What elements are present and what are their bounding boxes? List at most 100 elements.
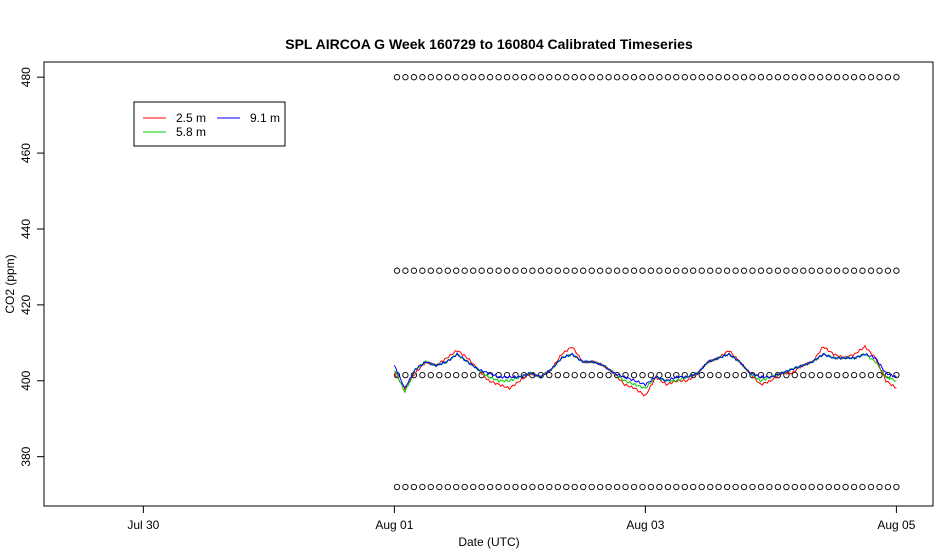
y-tick-label: 420 — [19, 295, 33, 315]
reference-point-480 — [546, 74, 553, 81]
reference-point-429 — [520, 267, 528, 274]
reference-point-401.5 — [664, 371, 672, 379]
reference-point-372 — [393, 483, 401, 491]
reference-point-480 — [571, 74, 578, 81]
reference-point-429 — [876, 267, 883, 274]
reference-point-401.5 — [596, 371, 604, 379]
reference-point-480 — [698, 74, 705, 81]
reference-point-372 — [520, 483, 528, 491]
reference-point-401.5 — [783, 371, 790, 379]
reference-point-401.5 — [647, 371, 655, 379]
reference-point-480 — [580, 74, 587, 81]
reference-point-480 — [453, 74, 460, 81]
reference-point-372 — [580, 483, 587, 491]
reference-point-401.5 — [757, 371, 765, 379]
reference-point-429 — [427, 267, 434, 274]
reference-point-372 — [453, 483, 460, 491]
reference-point-372 — [554, 483, 561, 491]
reference-point-372 — [622, 483, 629, 491]
reference-point-429 — [436, 267, 443, 274]
reference-point-429 — [647, 267, 655, 274]
reference-point-372 — [884, 483, 892, 491]
reference-point-480 — [817, 74, 824, 81]
reference-point-480 — [783, 74, 790, 81]
reference-point-480 — [656, 74, 663, 81]
reference-point-372 — [486, 483, 494, 491]
reference-point-401.5 — [833, 371, 841, 379]
reference-point-372 — [647, 483, 655, 491]
reference-point-372 — [783, 483, 790, 491]
reference-point-372 — [639, 483, 646, 491]
reference-point-429 — [833, 267, 841, 274]
reference-point-480 — [723, 74, 731, 81]
reference-point-372 — [749, 483, 756, 491]
reference-point-372 — [723, 483, 731, 491]
reference-point-480 — [791, 74, 798, 81]
x-tick-label: Aug 05 — [877, 518, 915, 532]
plot-frame — [43, 61, 934, 507]
reference-point-372 — [613, 483, 621, 491]
reference-point-372 — [436, 483, 443, 491]
reference-point-480 — [647, 74, 655, 81]
reference-point-401.5 — [850, 371, 858, 379]
reference-point-480 — [681, 74, 688, 81]
reference-point-372 — [774, 483, 782, 491]
reference-point-429 — [850, 267, 858, 274]
reference-point-372 — [588, 483, 595, 491]
reference-point-480 — [740, 74, 748, 81]
reference-point-401.5 — [639, 371, 646, 379]
reference-point-401.5 — [630, 371, 638, 379]
reference-point-401.5 — [605, 371, 612, 379]
reference-point-480 — [486, 74, 494, 81]
reference-point-480 — [774, 74, 782, 81]
reference-point-480 — [800, 74, 807, 81]
reference-point-372 — [605, 483, 612, 491]
reference-point-429 — [478, 267, 485, 274]
reference-point-372 — [766, 483, 773, 491]
reference-point-429 — [529, 267, 536, 274]
reference-point-429 — [783, 267, 790, 274]
reference-point-372 — [596, 483, 604, 491]
reference-point-480 — [664, 74, 672, 81]
reference-point-429 — [596, 267, 604, 274]
reference-point-480 — [867, 74, 875, 81]
reference-point-480 — [757, 74, 765, 81]
legend-box — [133, 101, 286, 147]
reference-point-480 — [436, 74, 443, 81]
reference-point-429 — [723, 267, 731, 274]
reference-point-372 — [529, 483, 536, 491]
reference-point-429 — [715, 267, 722, 274]
reference-point-480 — [859, 74, 866, 81]
reference-point-429 — [546, 267, 553, 274]
reference-point-372 — [690, 483, 697, 491]
reference-point-401.5 — [444, 371, 451, 379]
reference-point-372 — [512, 483, 519, 491]
reference-point-372 — [537, 483, 545, 491]
reference-point-429 — [402, 267, 409, 274]
reference-point-480 — [554, 74, 561, 81]
reference-point-372 — [698, 483, 705, 491]
reference-point-429 — [419, 267, 426, 274]
reference-point-429 — [588, 267, 595, 274]
reference-point-480 — [537, 74, 545, 81]
reference-point-480 — [876, 74, 883, 81]
x-tick-label: Aug 03 — [626, 518, 664, 532]
reference-point-401.5 — [681, 371, 688, 379]
y-axis-label: CO2 (ppm) — [3, 254, 17, 313]
reference-point-372 — [563, 483, 570, 491]
y-axis: 380 400 420 440 460 480 — [19, 67, 44, 467]
legend-label-3: 9.1 m — [250, 111, 280, 125]
reference-point-429 — [656, 267, 663, 274]
reference-point-401.5 — [698, 371, 705, 379]
reference-point-480 — [529, 74, 536, 81]
reference-point-480 — [470, 74, 477, 81]
reference-point-429 — [842, 267, 849, 274]
reference-point-480 — [707, 74, 714, 81]
reference-point-429 — [732, 267, 739, 274]
reference-point-401.5 — [817, 371, 824, 379]
reference-point-372 — [571, 483, 578, 491]
reference-point-429 — [791, 267, 798, 274]
legend-label-2: 5.8 m — [176, 125, 206, 139]
legend-label-1: 2.5 m — [176, 111, 206, 125]
reference-point-372 — [470, 483, 477, 491]
